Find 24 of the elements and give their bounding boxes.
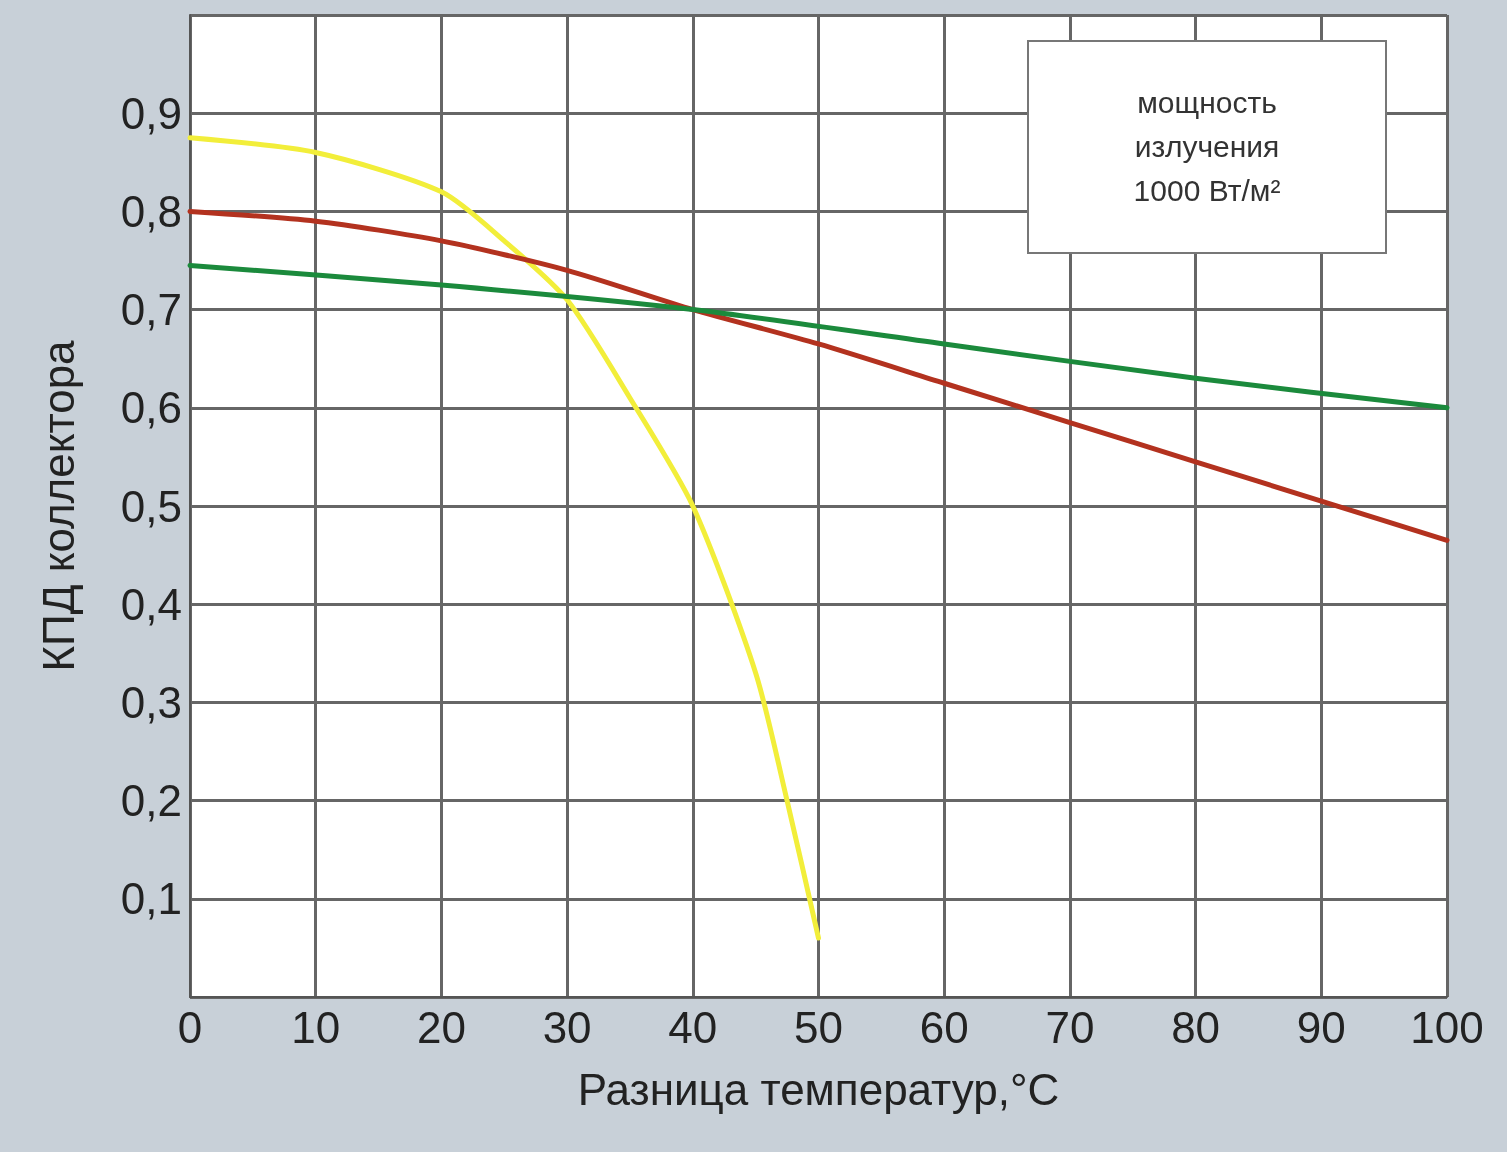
x-tick-label: 20 <box>416 1002 466 1052</box>
annotation: мощность излучения 1000 Вт/м² <box>1132 85 1282 209</box>
y-tick-label: 0,9 <box>120 88 182 138</box>
x-tick-label: 30 <box>542 1002 592 1052</box>
x-tick-label: 100 <box>1410 1002 1484 1052</box>
y-tick-label: 0,1 <box>120 874 182 924</box>
y-tick-label: 0,5 <box>120 481 182 531</box>
note-box: мощность излучения 1000 Вт/м² <box>1027 40 1387 254</box>
y-tick-label: 0,7 <box>120 285 182 335</box>
x-tick-label: 80 <box>1171 1002 1221 1052</box>
y-tick-label: 0,8 <box>120 186 182 236</box>
x-tick-label: 50 <box>794 1002 843 1052</box>
x-tick-label: 90 <box>1296 1002 1346 1052</box>
x-axis-title: Разница температур,°C <box>577 1064 1060 1114</box>
x-tick-label: 40 <box>668 1002 718 1052</box>
y-tick-label: 0,2 <box>120 776 182 826</box>
x-tick-label: 0 <box>177 1002 203 1052</box>
y-axis-title: КПД коллектора <box>33 339 83 672</box>
y-tick-label: 0,6 <box>120 383 182 433</box>
y-tick-label: 0,3 <box>120 677 182 727</box>
x-tick-label: 60 <box>919 1002 969 1052</box>
y-tick-label: 0,4 <box>120 579 182 629</box>
x-tick-label: 70 <box>1045 1002 1095 1052</box>
x-tick-label: 10 <box>291 1002 341 1052</box>
